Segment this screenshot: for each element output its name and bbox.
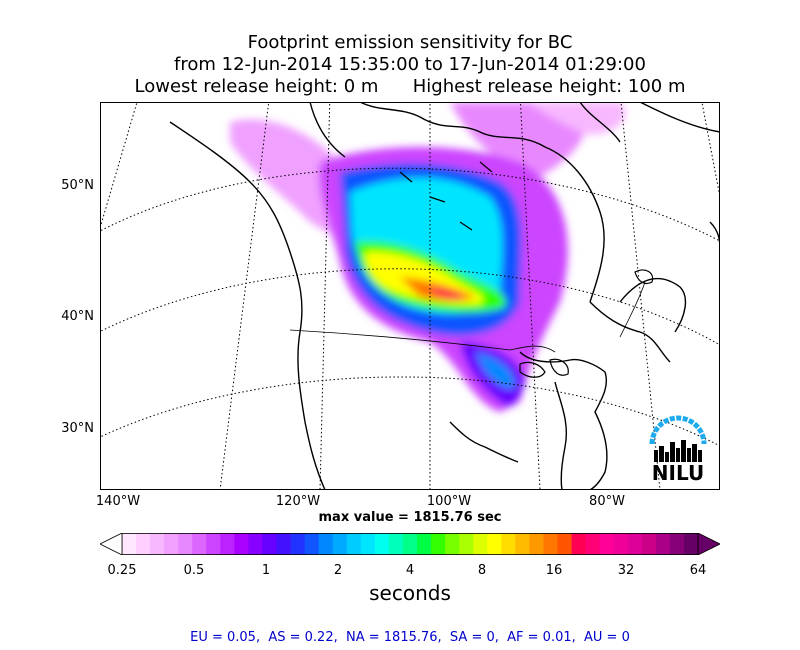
colorbar-tick-label: 64 — [689, 563, 707, 578]
colorbar-cell — [655, 533, 671, 555]
colorbar-cell — [683, 533, 699, 555]
colorbar-cell — [290, 533, 306, 555]
map-border — [100, 102, 720, 490]
lat-label-30: 30°N — [61, 421, 94, 436]
lat-label-40: 40°N — [61, 309, 94, 324]
colorbar-min-extend — [100, 533, 123, 555]
colorbar-cell — [417, 533, 432, 555]
plot-title-line-3: Lowest release height: 0 m Highest relea… — [134, 76, 686, 97]
colorbar-tick-label: 2 — [333, 563, 343, 578]
colorbar-cell — [571, 533, 587, 555]
colorbar-cell — [641, 533, 657, 555]
graticule — [100, 102, 720, 490]
colorbar-cell — [487, 533, 502, 555]
colorbar-tick-label: 32 — [617, 563, 635, 578]
colorbar-tick-label: 1 — [261, 563, 271, 578]
colorbar-tick-label: 16 — [545, 563, 563, 578]
colorbar-cell — [374, 533, 390, 555]
plot-title-line-1: Footprint emission sensitivity for BC — [247, 32, 573, 53]
region-summary-footer: EU = 0.05, AS = 0.22, NA = 1815.76, SA =… — [190, 630, 630, 645]
colorbar-cell — [346, 533, 362, 555]
logo-skyline — [654, 440, 702, 462]
colorbar-tick-label: 8 — [477, 563, 487, 578]
lon-label-100w: 100°W — [426, 494, 472, 509]
colorbar-cell — [206, 533, 221, 555]
lon-label-140w: 140°W — [95, 494, 141, 509]
colorbar-cell — [402, 533, 418, 555]
colorbar-cell — [164, 533, 179, 555]
colorbar-cell — [360, 533, 376, 555]
logo-arc — [649, 415, 707, 445]
colorbar-cell — [459, 533, 474, 555]
colorbar-cell — [473, 533, 488, 555]
colorbar-max-extend — [697, 533, 720, 555]
colorbar-cell — [501, 533, 516, 555]
colorbar-tick-label: 0.5 — [183, 563, 205, 578]
colorbar-cell — [262, 533, 277, 555]
colorbar-cell — [332, 533, 348, 555]
lakes — [399, 161, 654, 378]
colorbar-cell — [585, 533, 601, 555]
colorbar-cell — [613, 533, 629, 555]
colorbar-cell — [388, 533, 404, 555]
borders — [289, 281, 646, 353]
colorbar-cell — [515, 533, 530, 555]
colorbar-cell — [136, 533, 151, 555]
colorbar-cell — [122, 533, 137, 555]
colorbar-cell — [234, 533, 249, 555]
colorbar-cell — [557, 533, 572, 555]
colorbar-cell — [276, 533, 291, 555]
colorbar-cell — [431, 533, 446, 555]
colorbar — [100, 533, 720, 555]
colorbar-tick-label: 0.25 — [107, 563, 137, 578]
max-value-label: max value = 1815.76 sec — [318, 510, 502, 525]
colorbar-cell — [220, 533, 235, 555]
colorbar-cell — [445, 533, 460, 555]
colorbar-cell — [669, 533, 685, 555]
footprint-map — [100, 102, 720, 490]
colorbar-cell — [192, 533, 207, 555]
colorbar-tick-label: 4 — [405, 563, 415, 578]
colorbar-cell — [529, 533, 544, 555]
colorbar-label: seconds — [369, 581, 451, 605]
colorbar-cell — [178, 533, 193, 555]
colorbar-cell — [304, 533, 320, 555]
colorbar-cell — [599, 533, 615, 555]
colorbar-cell — [627, 533, 643, 555]
colorbar-cell — [318, 533, 334, 555]
plot-title-line-2: from 12-Jun-2014 15:35:00 to 17-Jun-2014… — [174, 54, 646, 75]
nilu-logo: NILU — [649, 415, 707, 484]
colorbar-cell — [543, 533, 558, 555]
colorbar-cell — [150, 533, 165, 555]
lat-label-50: 50°N — [61, 178, 94, 193]
colorbar-cell — [248, 533, 263, 555]
lon-label-120w: 120°W — [275, 494, 321, 509]
coastlines — [169, 102, 720, 490]
lon-label-80w: 80°W — [589, 494, 625, 509]
sensitivity-field — [230, 102, 626, 412]
logo-text: NILU — [652, 461, 704, 484]
